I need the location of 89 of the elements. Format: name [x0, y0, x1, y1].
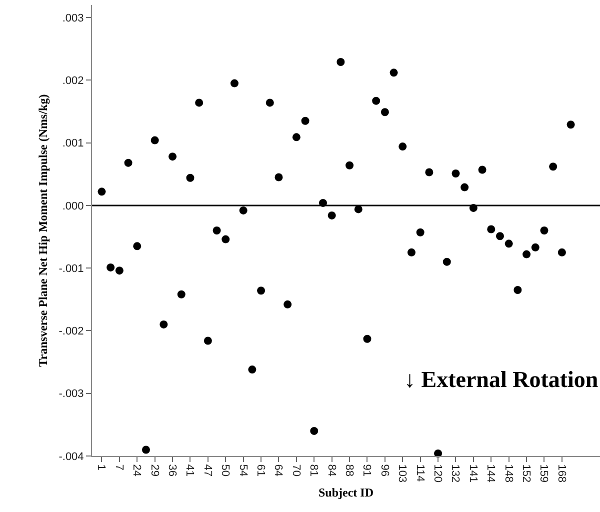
point — [292, 133, 300, 142]
x-tick-label: 148 — [502, 464, 514, 483]
x-tick-label: 61 — [254, 464, 266, 476]
point — [496, 232, 504, 240]
point — [222, 235, 230, 244]
point — [487, 225, 496, 234]
x-tick-label: 88 — [342, 464, 355, 476]
point — [150, 136, 159, 144]
y-tick-label: -.004 — [58, 450, 84, 463]
x-tick-label: 91 — [360, 464, 373, 476]
point — [363, 334, 372, 343]
x-tick-label: 96 — [378, 464, 390, 476]
point — [186, 174, 194, 182]
point — [540, 226, 548, 234]
x-tick-label: 103 — [396, 464, 408, 483]
point — [425, 168, 434, 176]
point — [354, 205, 362, 214]
point — [531, 243, 540, 252]
y-tick-label: -.002 — [58, 326, 84, 338]
point — [204, 336, 212, 345]
point — [390, 68, 398, 77]
y-tick-label: .002 — [62, 75, 84, 88]
point — [230, 79, 238, 88]
point — [248, 366, 256, 374]
x-tick-label: 114 — [414, 464, 426, 482]
point — [168, 152, 177, 161]
point — [328, 211, 336, 220]
point — [346, 161, 354, 170]
point — [142, 446, 150, 454]
x-tick-label: 152 — [520, 464, 532, 483]
point — [177, 290, 186, 298]
point — [310, 426, 318, 435]
point — [160, 320, 168, 328]
x-tick-label: 132 — [449, 464, 462, 483]
x-tick-label: 64 — [272, 464, 284, 476]
point — [106, 263, 115, 272]
x-tick-label: 120 — [431, 464, 444, 483]
x-tick-label: 141 — [466, 464, 479, 483]
point — [257, 286, 266, 295]
point — [514, 286, 522, 294]
y-tick-label: -.001 — [58, 262, 84, 275]
x-tick-label: 159 — [538, 464, 550, 483]
y-tick-label: .001 — [62, 138, 84, 150]
y-tick-label: .003 — [62, 12, 84, 24]
point — [284, 300, 292, 308]
point — [336, 58, 345, 66]
point — [478, 166, 486, 174]
point — [266, 98, 274, 107]
x-tick-label: 70 — [290, 464, 302, 476]
point — [133, 242, 142, 250]
point — [380, 108, 389, 116]
point — [124, 158, 132, 167]
y-axis-title: Transverse Plane Net Hip Moment Impulse (Nms/kg) — [36, 94, 50, 367]
x-tick-label: 84 — [325, 464, 338, 476]
point — [195, 98, 204, 107]
y-tick-label: -.003 — [58, 388, 84, 400]
x-tick-label: 1 — [95, 464, 108, 470]
point — [522, 250, 531, 258]
point — [115, 266, 124, 275]
x-tick-label: 168 — [555, 464, 568, 483]
point — [301, 116, 310, 125]
x-tick-label: 54 — [236, 464, 249, 476]
point — [566, 120, 575, 129]
point — [407, 248, 416, 256]
x-tick-label: 50 — [219, 464, 232, 476]
x-tick-label: 7 — [112, 464, 125, 470]
point — [398, 142, 407, 151]
point — [549, 162, 558, 171]
x-axis-title: Subject ID — [318, 485, 374, 500]
point — [239, 206, 248, 214]
x-tick-label: 24 — [130, 464, 143, 476]
x-tick-label: 29 — [148, 464, 160, 476]
x-tick-label: 41 — [184, 464, 196, 476]
point — [372, 96, 380, 105]
point — [460, 183, 469, 192]
point — [558, 248, 566, 256]
point — [504, 240, 513, 248]
x-tick-label: 47 — [201, 464, 214, 476]
point — [212, 226, 221, 234]
point — [442, 258, 451, 266]
x-tick-label: 144 — [484, 464, 497, 483]
point — [274, 173, 283, 182]
point — [416, 228, 424, 236]
point — [452, 170, 460, 178]
x-tick-label: 36 — [166, 464, 178, 476]
point — [98, 188, 106, 196]
annotation: ↓ External Rotation — [404, 367, 598, 392]
y-tick-label: .000 — [62, 200, 84, 212]
x-tick-label: 81 — [308, 464, 320, 476]
